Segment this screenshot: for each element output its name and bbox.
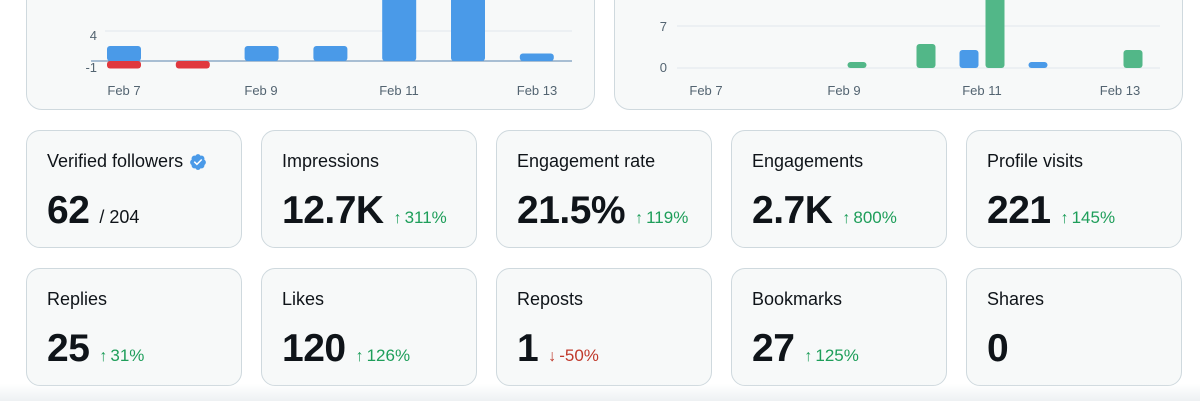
card-delta: ↑ 126%	[355, 346, 411, 365]
arrow-up-icon: ↑	[635, 210, 644, 227]
y-tick-0: 0	[660, 60, 667, 75]
bar-green-feb-10[interactable]	[916, 44, 936, 68]
card-label: Shares	[987, 289, 1045, 309]
arrow-up-icon: ↑	[842, 210, 851, 227]
card-delta: ↑ 31%	[99, 346, 145, 365]
bar-blue-feb-11[interactable]	[959, 50, 979, 68]
card-label: Impressions	[282, 151, 380, 171]
card-shares[interactable]: Shares 0	[966, 268, 1182, 386]
bar-positive-feb-11[interactable]	[382, 0, 417, 61]
x-label-feb-9: Feb 9	[827, 83, 860, 98]
card-delta: ↑ 800%	[842, 208, 897, 227]
card-value: 221	[987, 189, 1051, 232]
bar-green-feb-9[interactable]	[847, 62, 867, 68]
card-value: 120	[282, 327, 346, 370]
x-label-feb-13: Feb 13	[517, 83, 557, 98]
x-label-feb-11: Feb 11	[962, 83, 1002, 98]
arrow-down-icon: ↓	[548, 348, 557, 365]
card-value: 12.7K	[282, 189, 384, 232]
bar-blue-feb-12[interactable]	[1028, 62, 1048, 68]
card-total: / 204	[99, 207, 140, 227]
card-delta: ↑ 125%	[804, 346, 859, 365]
card-delta: ↓ -50%	[548, 346, 599, 365]
card-label: Profile visits	[987, 151, 1084, 171]
card-label: Engagement rate	[517, 151, 656, 171]
y-tick-7: 7	[660, 19, 667, 34]
bar-negative-feb-7[interactable]	[107, 61, 141, 69]
bar-positive-feb-12[interactable]	[451, 0, 485, 61]
card-value: 1	[517, 327, 539, 370]
verified-badge-icon	[190, 153, 206, 170]
bar-positive-feb-7[interactable]	[107, 46, 141, 61]
card-reposts[interactable]: Reposts 1 ↓ -50%	[496, 268, 712, 386]
y-tick-4: 4	[90, 28, 97, 43]
card-delta: ↑ 311%	[393, 208, 447, 227]
x-label-feb-9: Feb 9	[244, 83, 277, 98]
arrow-up-icon: ↑	[1060, 210, 1069, 227]
y-tick-minus-1: -1	[85, 60, 97, 75]
card-engagement-rate[interactable]: Engagement rate 21.5% ↑ 119%	[496, 130, 712, 248]
card-value: 62	[47, 189, 90, 232]
card-verified-followers[interactable]: Verified followers 62 / 204	[26, 130, 242, 248]
arrow-up-icon: ↑	[804, 348, 813, 365]
card-impressions[interactable]: Impressions 12.7K ↑ 311%	[261, 130, 477, 248]
bottom-fade	[0, 384, 1200, 401]
x-label-feb-7: Feb 7	[689, 83, 722, 98]
card-label: Reposts	[517, 289, 584, 309]
bar-green-feb-11[interactable]	[985, 0, 1005, 68]
card-likes[interactable]: Likes 120 ↑ 126%	[261, 268, 477, 386]
card-profile-visits[interactable]: Profile visits 221 ↑ 145%	[966, 130, 1182, 248]
card-label: Verified followers	[47, 151, 184, 171]
card-engagements[interactable]: Engagements 2.7K ↑ 800%	[731, 130, 947, 248]
bar-negative-feb-8[interactable]	[175, 61, 210, 69]
card-value: 0	[987, 327, 1009, 370]
card-label: Likes	[282, 289, 325, 309]
card-label: Engagements	[752, 151, 864, 171]
bar-positive-feb-13[interactable]	[519, 53, 554, 62]
card-label: Replies	[47, 289, 108, 309]
right-chart-panel: 7 0 Feb 7 Feb 9 Feb 11 Feb 13	[614, 0, 1183, 110]
card-delta: ↑ 145%	[1060, 208, 1116, 227]
bar-green-feb-13[interactable]	[1123, 50, 1143, 68]
bar-positive-feb-10[interactable]	[313, 46, 348, 61]
left-bar-chart: 4 -1 Feb 7 Feb 9 Feb 11 Feb 13	[85, 0, 572, 98]
card-replies[interactable]: Replies 25 ↑ 31%	[26, 268, 242, 386]
x-label-feb-7: Feb 7	[107, 83, 140, 98]
card-value: 25	[47, 327, 90, 370]
arrow-up-icon: ↑	[393, 210, 402, 227]
card-label: Bookmarks	[752, 289, 843, 309]
card-bookmarks[interactable]: Bookmarks 27 ↑ 125%	[731, 268, 947, 386]
right-bar-chart: 7 0 Feb 7 Feb 9 Feb 11 Feb 13	[660, 0, 1160, 98]
arrow-up-icon: ↑	[355, 348, 364, 365]
card-value: 21.5%	[517, 189, 626, 232]
x-label-feb-13: Feb 13	[1100, 83, 1140, 98]
bar-positive-feb-9[interactable]	[244, 46, 279, 61]
left-chart-panel: 4 -1 Feb 7 Feb 9 Feb 11 Feb 13	[26, 0, 595, 110]
card-value: 2.7K	[752, 189, 833, 232]
card-delta: ↑ 119%	[635, 208, 689, 227]
card-value: 27	[752, 327, 795, 370]
arrow-up-icon: ↑	[99, 348, 108, 365]
x-label-feb-11: Feb 11	[379, 83, 419, 98]
